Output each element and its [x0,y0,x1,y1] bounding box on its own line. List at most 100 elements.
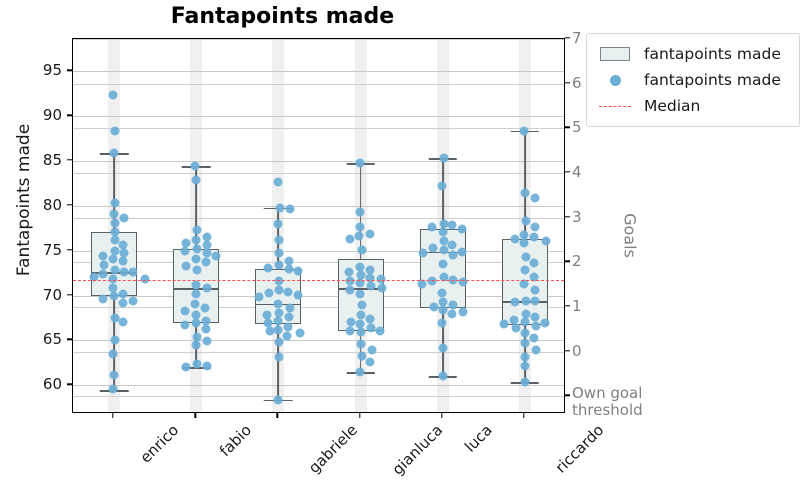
legend-label-median: Median [644,97,701,115]
scatter-point [202,361,212,371]
scatter-point [119,248,129,258]
scatter-point [118,289,128,299]
scatter-point [438,305,448,315]
x-tick-label[interactable]: gabriele [305,421,362,478]
y-tick-label-right: 1 [572,296,582,315]
scatter-point [356,339,366,349]
scatter-point [439,245,449,255]
y-tick-mark-right [565,126,570,128]
scatter-point [118,317,128,327]
scatter-point [447,220,457,230]
scatter-point [180,246,190,256]
scatter-point [263,318,273,328]
y-tick-mark-left [67,114,72,116]
scatter-point [110,126,119,135]
x-tick-label[interactable]: riccardo [551,421,608,477]
scatter-point [437,288,447,298]
y-tick-label-left: 65 [42,330,62,349]
scatter-point [192,332,202,342]
gridline-right [73,128,564,130]
scatter-point [201,257,211,267]
scatter-point [109,148,119,158]
scatter-point [355,158,365,168]
legend-item-dot[interactable]: fantapoints made [595,67,790,93]
scatter-point [191,318,201,328]
scatter-point [109,209,119,219]
legend-label-box: fantapoints made [644,45,781,63]
scatter-point [283,287,293,297]
legend[interactable]: fantapoints made fantapoints made Median [586,33,800,127]
y-tick-label-right: 5 [572,118,582,137]
gridline-left [73,205,564,207]
scatter-point [529,258,539,268]
scatter-point [108,274,118,284]
scatter-point [519,279,529,289]
scatter-point [202,240,212,250]
y-tick-label-right: 3 [572,207,582,226]
x-tick-mark [112,413,114,418]
scatter-point [110,198,120,208]
y-tick-mark-right [565,305,570,307]
scatter-point [274,337,284,347]
scatter-point [200,303,210,313]
scatter-point [355,319,365,329]
x-tick-label[interactable]: luca [460,421,496,456]
scatter-point [356,310,366,320]
x-tick-label[interactable]: fabio [216,421,256,461]
y-tick-mark-left [67,293,72,296]
scatter-point [448,300,458,310]
scatter-point [295,328,305,338]
scatter-point [429,302,439,312]
y-tick-mark-left [67,69,72,71]
scatter-point [190,299,200,309]
scatter-point [110,218,120,228]
scatter-point [438,227,448,237]
scatter-point [520,265,530,275]
scatter-point [180,306,190,316]
scatter-point [274,235,284,245]
scatter-point [365,273,375,283]
scatter-point [509,315,519,325]
scatter-point [427,222,437,232]
legend-item-box[interactable]: fantapoints made [595,41,790,67]
scatter-point [355,207,364,217]
scatter-point [355,289,365,299]
scatter-point [520,188,530,198]
scatter-point [520,338,530,348]
scatter-point [439,153,449,163]
y-tick-mark-left [67,159,72,161]
y-axis-label-right: Goals [620,213,640,258]
scatter-point [520,317,530,327]
y-tick-mark-right [565,260,570,262]
scatter-point [438,371,448,381]
scatter-point [521,252,531,262]
scatter-point [447,309,457,319]
scatter-point [365,314,375,324]
scatter-point [499,319,509,329]
scatter-point [457,224,467,234]
scatter-point [531,345,541,355]
scatter-point [191,289,201,299]
x-tick-mark [276,413,279,418]
x-tick-label[interactable]: enrico [136,421,183,467]
x-tick-mark [523,413,525,418]
scatter-point [108,384,118,394]
scatter-point [192,359,202,369]
scatter-point [202,336,212,346]
scatter-point [376,274,386,284]
scatter-point [521,309,531,319]
scatter-point [119,267,129,277]
scatter-point [99,260,109,270]
gridline-left [73,385,564,387]
scatter-point [191,254,201,264]
x-tick-label[interactable]: gianluca [388,421,446,479]
scatter-point [510,234,520,244]
scatter-point [273,299,283,309]
scatter-point [345,285,355,295]
plot-area [72,38,565,413]
legend-item-median[interactable]: Median [595,93,790,119]
scatter-point [356,270,366,280]
y-tick-label-right: 2 [572,252,582,271]
scatter-point [110,235,120,245]
